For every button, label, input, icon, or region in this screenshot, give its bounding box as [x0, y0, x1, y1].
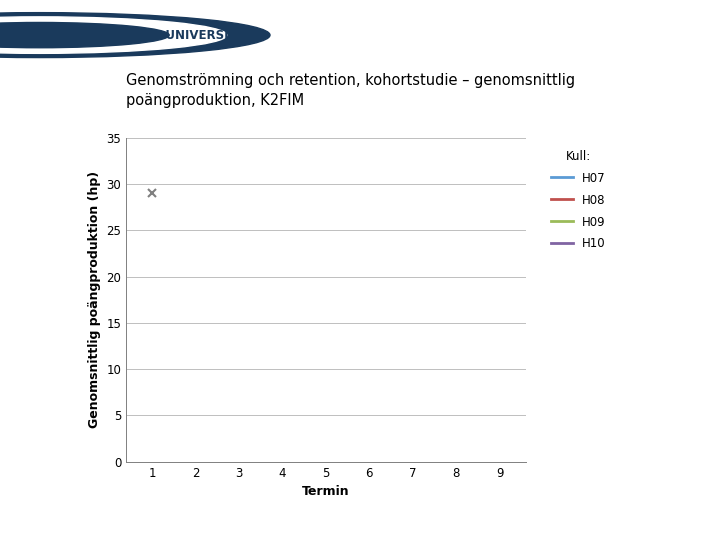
Text: Katarina Borne: Katarina Borne [326, 518, 394, 527]
X-axis label: Termin: Termin [302, 485, 350, 498]
Text: Genomströmning och retention, kohortstudie – genomsnittlig
poängproduktion, K2FI: Genomströmning och retention, kohortstud… [126, 73, 575, 108]
Text: 2021-12-15     www.gu.se: 2021-12-15 www.gu.se [590, 518, 706, 527]
Circle shape [0, 17, 227, 53]
Legend: H07, H08, H09, H10: H07, H08, H09, H10 [552, 150, 606, 251]
Text: Avdelningen för analys och utvärdering: Avdelningen för analys och utvärdering [14, 518, 194, 527]
Circle shape [0, 12, 270, 58]
Y-axis label: Genomsnittlig poängproduktion (hp): Genomsnittlig poängproduktion (hp) [88, 171, 101, 428]
Circle shape [0, 23, 169, 48]
Text: GÖTEBORGS UNIVERSITET: GÖTEBORGS UNIVERSITET [79, 29, 253, 42]
